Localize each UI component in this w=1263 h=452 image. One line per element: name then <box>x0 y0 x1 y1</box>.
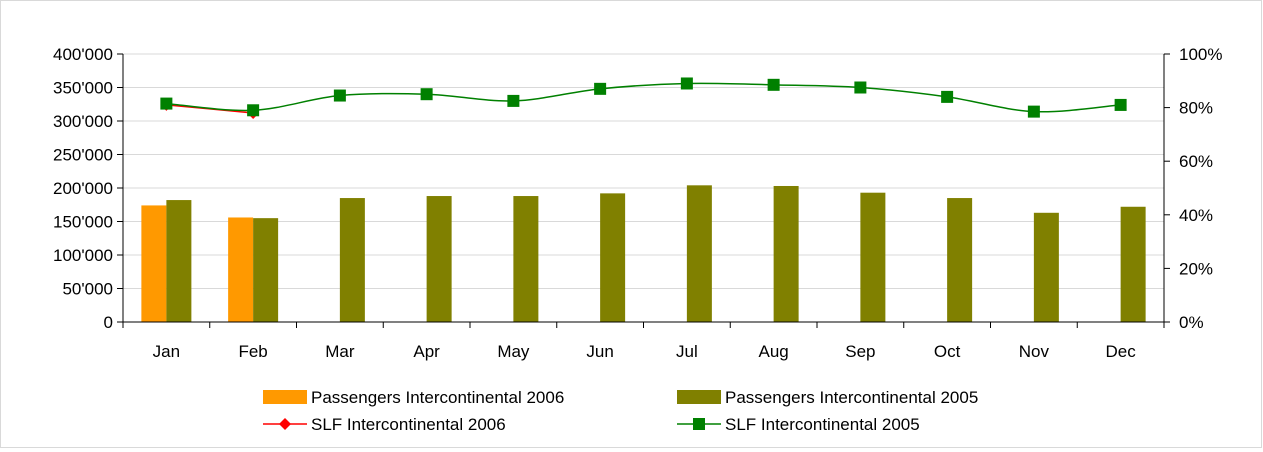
axes <box>117 53 1170 328</box>
series-point <box>333 89 346 102</box>
bar <box>513 196 539 322</box>
bars-group <box>141 185 1146 322</box>
series-point <box>854 81 867 94</box>
left-axis-tick-label: 100'000 <box>53 246 113 265</box>
x-axis-tick-label: May <box>497 342 530 361</box>
left-axis-tick-label: 300'000 <box>53 112 113 131</box>
x-axis-tick-label: Apr <box>413 342 440 361</box>
lines-group <box>160 77 1127 119</box>
series-point <box>680 77 693 90</box>
legend-marker <box>279 418 291 430</box>
left-axis-tick-label: 0 <box>104 313 113 332</box>
x-axis-tick-label: Aug <box>759 342 789 361</box>
series-point <box>594 82 607 95</box>
series-line <box>166 82 1121 113</box>
bar <box>1033 212 1059 322</box>
series-point <box>247 104 260 117</box>
right-axis-tick-label: 20% <box>1179 259 1213 278</box>
left-axis-tick-label: 150'000 <box>53 213 113 232</box>
right-axis-tick-label: 40% <box>1179 206 1213 225</box>
bar <box>1120 206 1146 322</box>
x-axis-tick-label: Jul <box>676 342 698 361</box>
bar <box>686 185 712 322</box>
gridlines <box>123 53 1164 289</box>
series-point <box>1114 98 1127 111</box>
series-point <box>941 90 954 103</box>
legend-item: SLF Intercontinental 2006 <box>263 415 506 434</box>
series-point <box>420 88 433 101</box>
x-axis-tick-label: Jun <box>586 342 613 361</box>
x-axis-tick-label: Mar <box>325 342 355 361</box>
legend-label: SLF Intercontinental 2006 <box>311 415 506 434</box>
x-axis-tick-label: Oct <box>934 342 961 361</box>
bar <box>860 192 886 322</box>
bar <box>166 200 192 322</box>
x-axis-tick-label: Sep <box>845 342 875 361</box>
bar <box>141 205 167 322</box>
bar <box>228 217 254 322</box>
series-point <box>767 78 780 91</box>
legend-swatch <box>677 390 721 404</box>
bar <box>773 185 799 322</box>
right-axis-tick-label: 100% <box>1179 45 1222 64</box>
legend-item: Passengers Intercontinental 2005 <box>677 388 978 407</box>
legend: Passengers Intercontinental 2006 Passenge… <box>263 388 978 434</box>
x-axis-tick-label: Nov <box>1019 342 1050 361</box>
series-point <box>160 97 173 110</box>
left-axis-tick-label: 250'000 <box>53 146 113 165</box>
legend-label: Passengers Intercontinental 2005 <box>725 388 978 407</box>
left-axis-tick-label: 400'000 <box>53 45 113 64</box>
tick-labels: 0 50'000 100'000 150'000 200'000 250'000 300'0… <box>53 45 1222 361</box>
left-axis-tick-label: 350'000 <box>53 79 113 98</box>
bar <box>339 198 365 322</box>
legend-item: Passengers Intercontinental 2006 <box>263 388 564 407</box>
bar <box>947 198 973 322</box>
x-axis-tick-label: Feb <box>238 342 267 361</box>
legend-label: Passengers Intercontinental 2006 <box>311 388 564 407</box>
series-point <box>1027 105 1040 118</box>
series-point <box>507 94 520 107</box>
bar <box>426 196 452 322</box>
right-axis-tick-label: 0% <box>1179 313 1204 332</box>
right-axis-tick-label: 60% <box>1179 152 1213 171</box>
left-axis-tick-label: 200'000 <box>53 179 113 198</box>
x-axis-tick-label: Jan <box>153 342 180 361</box>
bar <box>600 193 626 322</box>
legend-swatch <box>263 390 307 404</box>
legend-marker <box>693 418 705 430</box>
legend-item: SLF Intercontinental 2005 <box>677 415 920 434</box>
left-axis-tick-label: 50'000 <box>62 280 113 299</box>
right-axis-tick-label: 80% <box>1179 99 1213 118</box>
legend-label: SLF Intercontinental 2005 <box>725 415 920 434</box>
bar <box>253 218 279 322</box>
x-axis-tick-label: Dec <box>1106 342 1137 361</box>
